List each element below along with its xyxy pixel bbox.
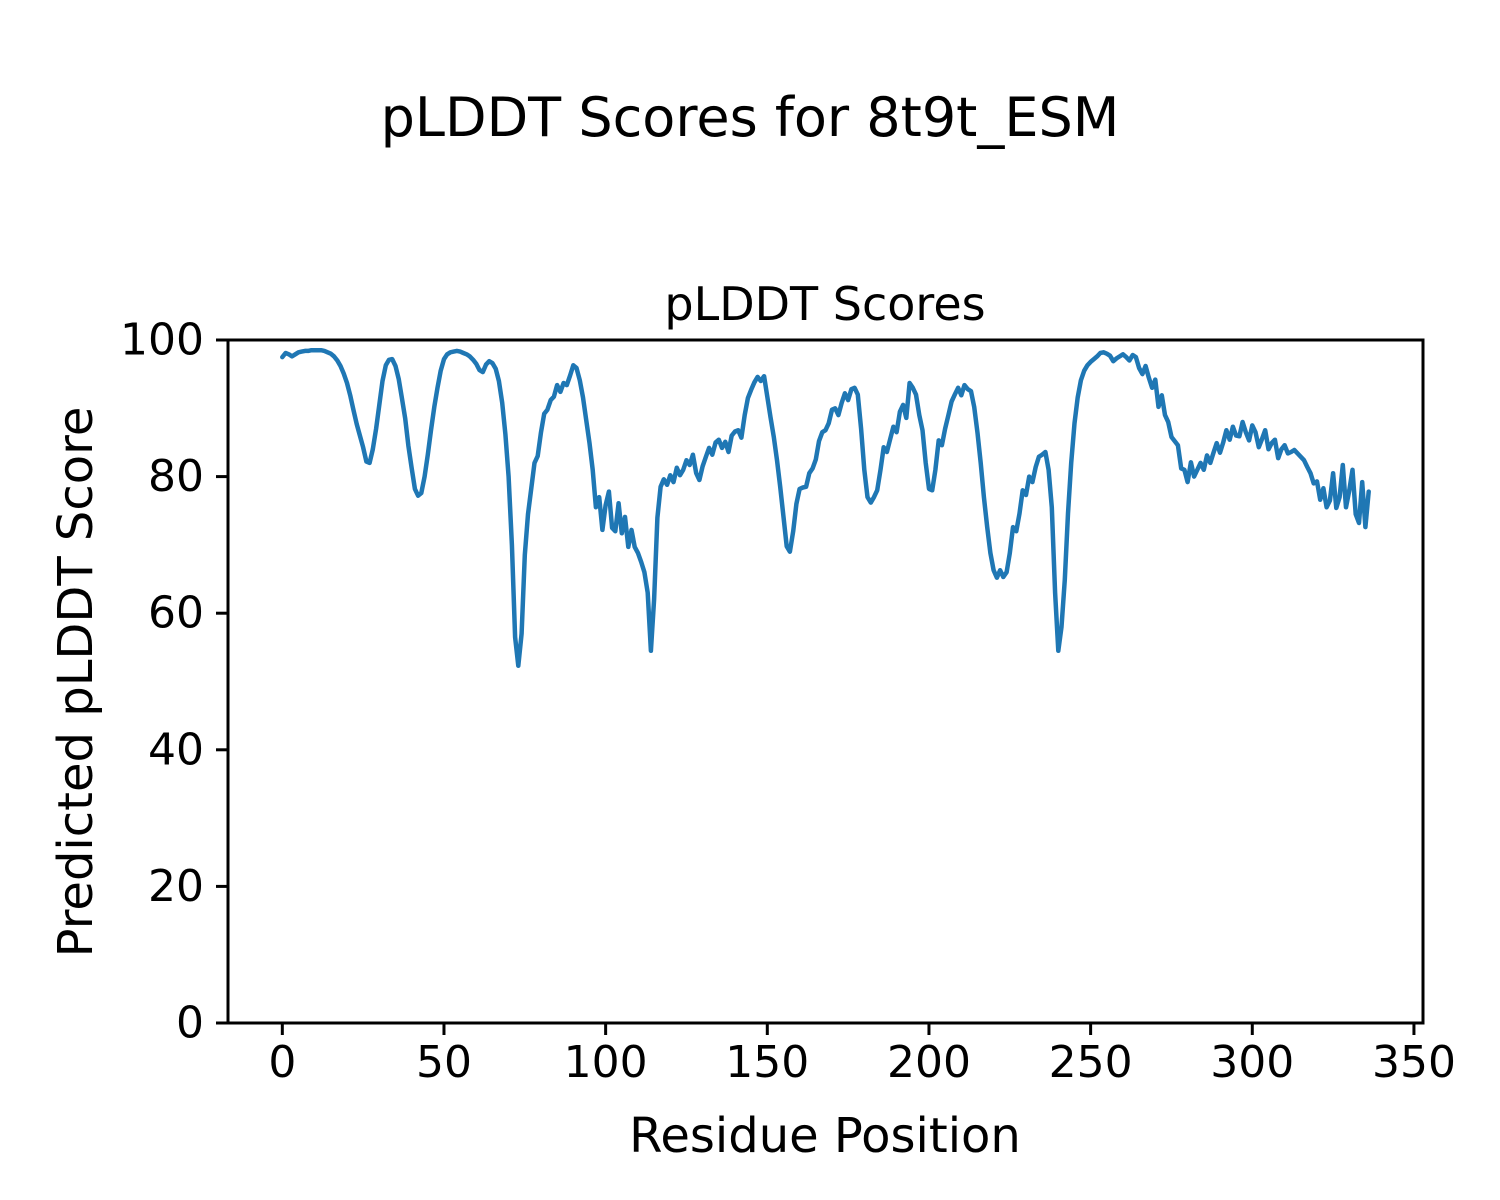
y-tick-label: 80: [148, 451, 204, 502]
x-axis-ticks: 0 50 100 150 200 250 300 350: [268, 1023, 1456, 1088]
x-tick-label: 150: [725, 1037, 809, 1088]
plot-area: [226, 338, 1425, 1025]
axes-title: pLDDT Scores: [664, 277, 985, 331]
x-tick-label: 50: [416, 1037, 472, 1088]
figure-title: pLDDT Scores for 8t9t_ESM: [380, 86, 1120, 149]
y-tick-label: 40: [148, 724, 204, 775]
y-axis-label: Predicted pLDDT Score: [48, 407, 104, 958]
x-axis-label: Residue Position: [629, 1108, 1021, 1164]
x-tick-label: 0: [268, 1037, 296, 1088]
x-tick-label: 100: [564, 1037, 648, 1088]
y-tick-label: 0: [176, 998, 204, 1049]
x-tick-label: 200: [887, 1037, 971, 1088]
plddt-line-series: [280, 347, 1371, 669]
x-tick-label: 250: [1049, 1037, 1133, 1088]
x-tick-label: 300: [1210, 1037, 1294, 1088]
y-tick-label: 20: [148, 861, 204, 912]
y-tick-label: 60: [148, 588, 204, 639]
y-axis-ticks: 0 20 40 60 80 100: [120, 315, 228, 1049]
x-tick-label: 350: [1372, 1037, 1456, 1088]
y-tick-label: 100: [120, 315, 204, 366]
